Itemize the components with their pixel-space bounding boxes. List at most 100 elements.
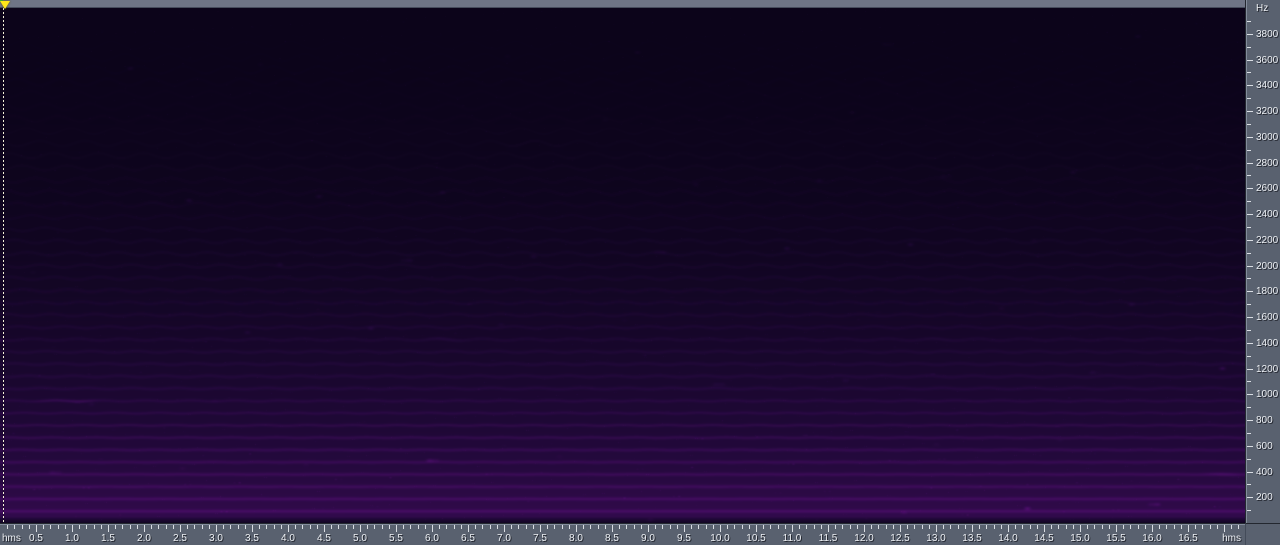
time-tick <box>79 525 80 529</box>
freq-tick <box>1247 497 1253 498</box>
time-tick <box>295 525 296 529</box>
playhead-marker-icon[interactable] <box>0 1 10 9</box>
spectrogram-canvas[interactable] <box>0 8 1245 523</box>
time-tick <box>58 525 59 529</box>
time-tick <box>965 525 966 529</box>
time-tick-label: 9.5 <box>677 533 691 544</box>
time-tick <box>425 525 426 529</box>
time-tick <box>1058 525 1059 529</box>
time-tick-label: 16.5 <box>1178 533 1198 544</box>
time-tick <box>814 525 815 529</box>
time-tick <box>454 525 455 529</box>
time-tick <box>727 525 728 529</box>
time-tick <box>1181 525 1182 529</box>
time-tick <box>1037 525 1038 529</box>
freq-tick-label: 2400 <box>1256 209 1279 220</box>
time-ruler[interactable]: hms hms 0.5 1.0 1.5 2.0 2.5 3.0 3.5 4.0 4.5 5.0 5.… <box>0 523 1245 545</box>
time-tick <box>1123 525 1124 529</box>
time-tick <box>1231 525 1232 529</box>
time-tick-label: 3.0 <box>209 533 223 544</box>
time-tick <box>137 525 138 529</box>
time-tick <box>950 525 951 529</box>
time-tick <box>871 525 872 529</box>
time-tick-label: 10.0 <box>710 533 730 544</box>
time-tick <box>238 525 239 529</box>
time-tick-label: 14.5 <box>1034 533 1054 544</box>
time-tick <box>1080 525 1081 532</box>
time-tick <box>569 525 570 529</box>
time-tick <box>806 525 807 529</box>
time-tick <box>526 525 527 529</box>
time-tick <box>590 525 591 529</box>
time-tick <box>1022 525 1023 529</box>
time-tick <box>598 525 599 529</box>
time-tick <box>1015 525 1016 529</box>
time-tick-label: 11.5 <box>818 533 838 544</box>
time-tick <box>619 525 620 529</box>
time-tick <box>317 525 318 529</box>
time-tick <box>648 525 649 532</box>
time-tick <box>893 525 894 529</box>
time-tick <box>1195 525 1196 529</box>
time-tick <box>562 525 563 529</box>
time-tick <box>756 525 757 532</box>
time-tick-label: 5.5 <box>389 533 403 544</box>
time-tick-label: 4.0 <box>281 533 295 544</box>
time-tick <box>986 525 987 529</box>
time-tick <box>310 525 311 529</box>
time-tick <box>1238 525 1239 529</box>
time-unit-left-label: hms <box>2 533 21 544</box>
freq-tick <box>1247 21 1251 22</box>
time-tick <box>857 525 858 529</box>
freq-tick-label: 1800 <box>1256 286 1279 297</box>
freq-tick <box>1247 150 1251 151</box>
time-tick <box>1217 525 1218 529</box>
time-tick <box>742 525 743 529</box>
time-tick <box>770 525 771 529</box>
time-tick <box>166 525 167 529</box>
freq-tick-label: 1000 <box>1256 389 1279 400</box>
time-tick-label: 4.5 <box>317 533 331 544</box>
time-tick <box>130 525 131 529</box>
time-tick-label: 6.0 <box>425 533 439 544</box>
time-tick <box>1109 525 1110 529</box>
freq-tick <box>1247 201 1251 202</box>
time-tick-label: 0.5 <box>29 533 43 544</box>
freq-tick-label: 1600 <box>1256 312 1279 323</box>
time-tick-label: 6.5 <box>461 533 475 544</box>
time-tick <box>7 525 8 529</box>
freq-tick <box>1247 163 1253 164</box>
time-tick <box>266 525 267 529</box>
time-tick <box>1008 525 1009 532</box>
time-tick-label: 9.0 <box>641 533 655 544</box>
time-tick-label: 3.5 <box>245 533 259 544</box>
time-tick <box>878 525 879 529</box>
time-tick <box>691 525 692 529</box>
freq-tick-label: 400 <box>1256 467 1273 478</box>
time-tick <box>641 525 642 529</box>
time-tick <box>554 525 555 529</box>
time-tick <box>94 525 95 529</box>
time-tick <box>230 525 231 529</box>
freq-tick-label: 3000 <box>1256 132 1279 143</box>
time-tick <box>1138 525 1139 529</box>
freq-tick-label: 2200 <box>1256 235 1279 246</box>
time-tick <box>677 525 678 529</box>
time-tick <box>1116 525 1117 532</box>
time-tick <box>187 525 188 529</box>
time-tick <box>468 525 469 532</box>
time-tick <box>828 525 829 532</box>
time-tick <box>943 525 944 529</box>
time-tick <box>274 525 275 529</box>
frequency-ruler[interactable]: Hz 200 400 600 800 1000 1200 1400 1600 1800 2000 2… <box>1245 0 1280 523</box>
horizontal-scrollbar[interactable] <box>0 0 1245 8</box>
time-tick <box>842 525 843 529</box>
time-tick <box>475 525 476 529</box>
freq-tick <box>1247 291 1253 292</box>
freq-tick <box>1247 240 1253 241</box>
time-tick <box>216 525 217 532</box>
freq-tick <box>1247 433 1251 434</box>
time-tick <box>482 525 483 529</box>
time-tick-label: 1.0 <box>65 533 79 544</box>
